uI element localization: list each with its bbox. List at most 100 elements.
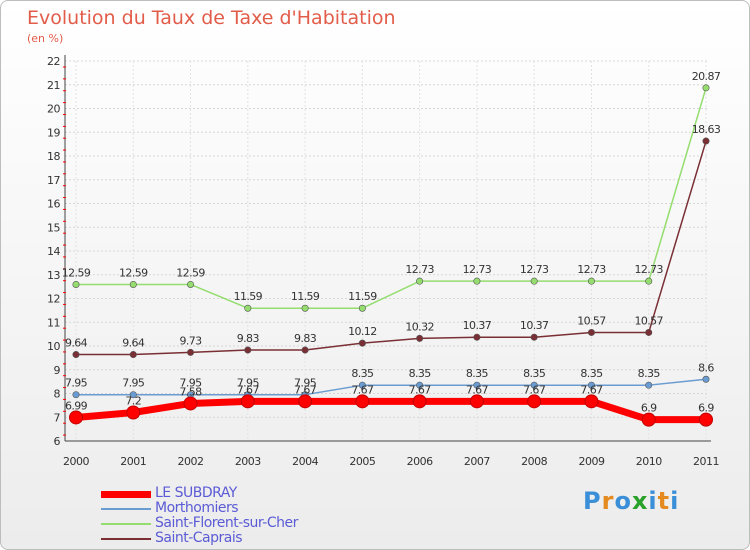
data-label: 10.57 [634, 314, 663, 327]
data-label: 12.59 [176, 266, 205, 279]
series-point [527, 394, 542, 409]
data-label: 8.35 [523, 367, 546, 380]
series-line [75, 87, 707, 309]
data-label: 7.67 [466, 383, 489, 396]
y-tick-label: 6 [54, 435, 61, 448]
logo-letter: x [631, 487, 649, 515]
y-tick-label: 7 [54, 411, 61, 424]
data-label: 20.87 [692, 70, 721, 83]
logo-letter: P [583, 487, 602, 515]
data-label: 12.73 [463, 263, 492, 276]
x-tick-label: 2003 [235, 455, 261, 468]
y-tick-label: 22 [47, 55, 60, 68]
x-tick-label: 2001 [120, 455, 146, 468]
data-label: 6.99 [65, 399, 88, 412]
series-point [358, 339, 366, 347]
series-point [301, 304, 309, 312]
data-label: 10.57 [577, 314, 606, 327]
y-tick-label: 21 [47, 79, 60, 92]
series-point [129, 280, 137, 288]
series-point [416, 334, 424, 342]
series-point [72, 351, 80, 359]
data-label: 10.37 [520, 319, 549, 332]
data-label: 11.59 [291, 290, 320, 303]
series-point [183, 396, 198, 411]
logo-letter: t [657, 487, 671, 515]
series-point [358, 381, 366, 389]
data-label: 7.95 [179, 377, 202, 390]
series-point [473, 277, 481, 285]
x-tick-label: 2010 [636, 455, 662, 468]
x-tick-label: 2000 [63, 455, 89, 468]
series-line [75, 140, 707, 356]
data-label: 12.59 [62, 266, 91, 279]
series-point [473, 333, 481, 341]
legend-swatch [101, 491, 151, 498]
logo-letter: i [670, 487, 680, 515]
data-label: 9.64 [65, 337, 88, 350]
series-point [187, 348, 195, 356]
y-tick-label: 14 [47, 245, 60, 258]
legend-label: Saint-Caprais [155, 530, 243, 546]
series-point [530, 381, 538, 389]
y-tick-label: 13 [47, 269, 60, 282]
x-tick-label: 2002 [178, 455, 204, 468]
series-point [244, 346, 252, 354]
chart-title: Evolution du Taux de Taxe d'Habitation [27, 7, 396, 29]
data-label: 8.35 [638, 367, 661, 380]
series-point [355, 394, 370, 409]
data-label: 7.95 [65, 377, 88, 390]
y-tick-label: 18 [47, 150, 60, 163]
series-point [587, 328, 595, 336]
series-point [240, 394, 255, 409]
series-point [129, 391, 137, 399]
data-label: 7.95 [294, 377, 317, 390]
y-tick-label: 20 [47, 103, 60, 116]
data-label: 10.12 [348, 325, 377, 338]
series-point [301, 346, 309, 354]
logo-letter: r [601, 487, 615, 515]
logo-letter: o [614, 487, 632, 515]
series-point [126, 405, 141, 420]
legend-swatch [101, 508, 151, 510]
data-label: 12.73 [577, 263, 606, 276]
logo-letter: i [648, 487, 658, 515]
series-point [72, 391, 80, 399]
data-label: 7.67 [523, 383, 546, 396]
data-label: 7.67 [237, 383, 260, 396]
series-line [75, 378, 707, 396]
series-point [702, 84, 710, 92]
data-label: 12.73 [634, 263, 663, 276]
y-tick-label: 9 [54, 364, 61, 377]
series-point [702, 137, 710, 145]
series-point [129, 351, 137, 359]
y-tick-label: 17 [47, 174, 60, 187]
legend-swatch [101, 538, 151, 540]
series-point [72, 280, 80, 288]
series-point [530, 333, 538, 341]
y-tick-label: 10 [47, 340, 60, 353]
y-tick-label: 8 [54, 388, 61, 401]
data-label: 9.73 [179, 334, 202, 347]
data-label: 10.32 [405, 320, 434, 333]
data-label: 8.6 [698, 361, 714, 374]
legend-label: Saint-Florent-sur-Cher [155, 515, 298, 531]
series-point [587, 277, 595, 285]
y-tick-label: 11 [47, 316, 60, 329]
x-tick-label: 2004 [292, 455, 318, 468]
series-point [473, 381, 481, 389]
data-label: 7.2 [125, 395, 141, 408]
data-label: 7.67 [580, 383, 603, 396]
data-label: 9.83 [237, 332, 260, 345]
data-label: 12.73 [405, 263, 434, 276]
data-label: 11.59 [348, 290, 377, 303]
series-point [641, 412, 656, 427]
y-tick-label: 12 [47, 293, 60, 306]
data-label: 7.95 [237, 377, 260, 390]
data-label: 8.35 [351, 367, 374, 380]
legend-label: Morthomiers [155, 500, 239, 516]
data-label: 7.58 [179, 385, 202, 398]
x-tick-label: 2008 [521, 455, 547, 468]
